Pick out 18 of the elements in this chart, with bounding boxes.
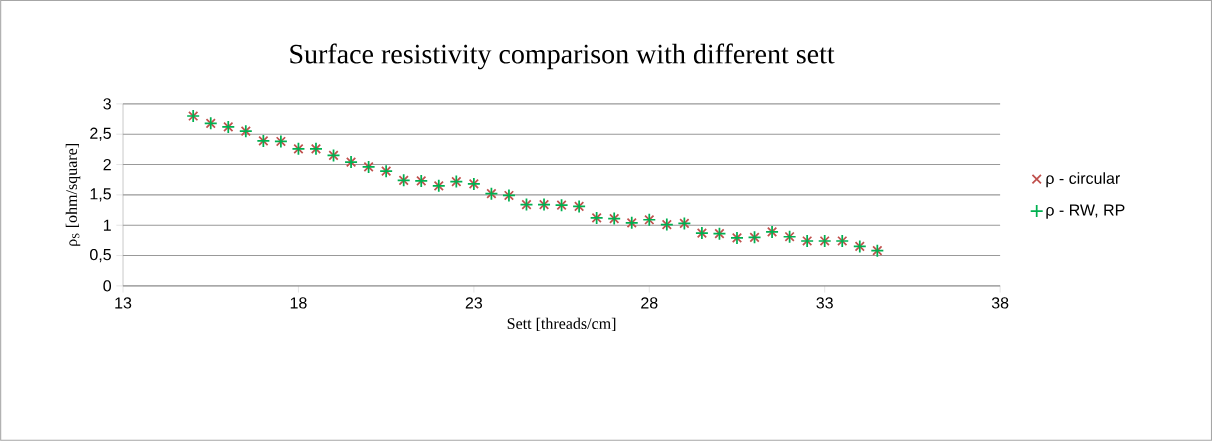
x-tick-label: 33 [816,297,833,309]
chart-title: Surface resistivity comparison with different sett [290,43,835,70]
legend-label: ρ - circular [1046,172,1120,188]
x-tick-label: 23 [465,297,483,309]
x-axis-title: Sett [threads/cm] [507,317,616,332]
x-tick-label: 28 [641,297,658,309]
y-tick-label: 2,5 [90,127,111,141]
legend-label: ρ - RW, RP [1046,204,1125,219]
y-tick-label: 1 [103,219,111,231]
y-tick-label: 0 [103,280,112,292]
y-tick-label: 1,5 [90,188,111,202]
y-axis-title: ρ$_{S}$ [ohm/square] [65,144,81,246]
x-tick-label: 18 [290,297,307,309]
y-tick-label: 3 [103,98,111,110]
x-tick-label: 13 [115,297,132,309]
y-tick-label: 0,5 [90,249,111,263]
y-tick-label: 2 [103,159,111,171]
x-tick-label: 38 [991,297,1009,309]
